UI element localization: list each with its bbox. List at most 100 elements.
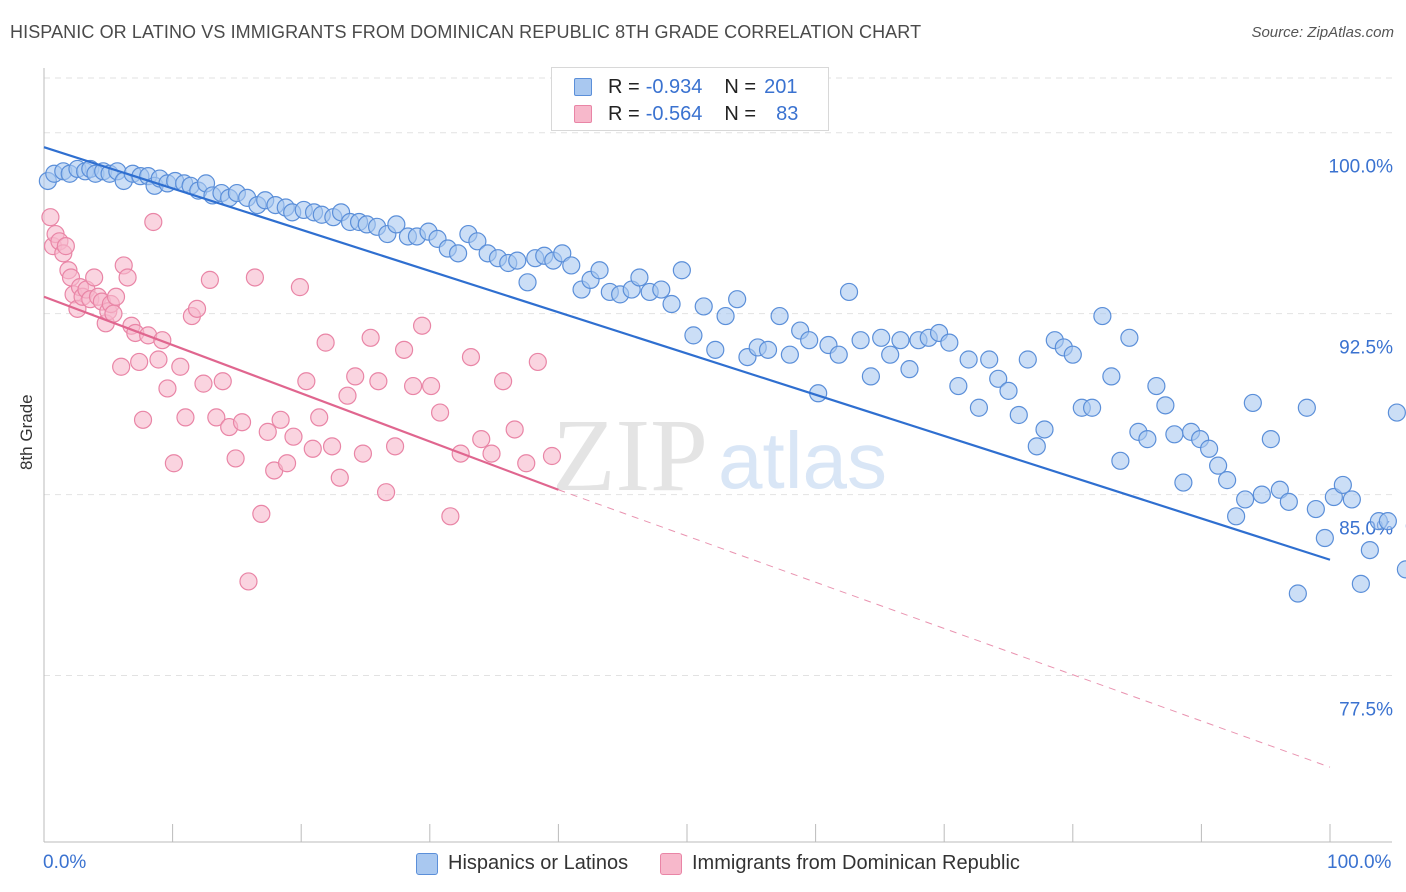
legend-n-label: N =	[724, 75, 757, 98]
immigrants-point	[310, 408, 329, 427]
legend-r-label: R =	[608, 102, 640, 125]
hispanics-point	[553, 244, 572, 263]
immigrants-point	[505, 420, 524, 439]
hispanics-point	[1252, 485, 1271, 504]
hispanics-point	[728, 290, 747, 309]
hispanics-point	[706, 340, 725, 359]
hispanics-point	[980, 350, 999, 369]
hispanics-point	[881, 345, 900, 364]
hispanics-point	[562, 256, 581, 275]
immigrants-point	[421, 376, 441, 396]
bottom-legend-hispanics: Hispanics or Latinos	[416, 852, 628, 875]
hispanics-point	[999, 381, 1018, 400]
immigrants-point	[245, 268, 265, 287]
y-tick-label: 100.0%	[1329, 157, 1394, 178]
watermark-atlas: atlas	[718, 416, 887, 505]
immigrants-point	[232, 413, 252, 432]
hispanics-point	[959, 350, 978, 369]
immigrants-point	[338, 386, 357, 405]
x-tick-label-max: 100.0%	[1327, 852, 1392, 873]
bottom-legend-swatch-pink	[660, 852, 682, 875]
immigrants-point	[41, 208, 60, 227]
immigrants-point	[361, 328, 380, 347]
immigrants-point	[297, 372, 316, 391]
immigrants-point	[303, 439, 322, 458]
watermark-zip: ZIP	[552, 398, 708, 513]
hispanics-point	[1333, 475, 1352, 495]
hispanics-point	[1288, 584, 1307, 603]
immigrants-point	[176, 408, 195, 427]
legend-row-immigrants: R = -0.564 N = 83	[574, 101, 824, 127]
hispanics-point	[1279, 492, 1298, 511]
hispanics-point	[716, 306, 735, 326]
immigrants-point	[542, 446, 562, 466]
immigrants-point	[528, 352, 547, 372]
hispanics-point	[1174, 473, 1193, 492]
hispanics-point	[1342, 490, 1361, 509]
legend-n-value: 83	[776, 102, 799, 125]
hispanics-point	[1063, 345, 1082, 364]
legend-swatch-pink	[574, 105, 592, 123]
immigrants-point	[118, 268, 137, 287]
hispanics-point	[780, 345, 799, 364]
hispanics-point	[1227, 507, 1246, 526]
hispanics-point	[949, 376, 968, 396]
hispanics-point	[1261, 430, 1280, 449]
hispanics-point	[694, 297, 713, 316]
immigrants-point	[158, 379, 177, 398]
hispanics-point	[1396, 560, 1406, 579]
hispanics-point	[770, 306, 789, 326]
immigrants-point	[441, 507, 460, 526]
hispanics-point	[590, 261, 609, 280]
hispanics-point	[1200, 439, 1219, 458]
immigrants-point	[106, 287, 126, 306]
immigrants-point	[517, 454, 536, 473]
hispanics-point	[1082, 398, 1102, 417]
immigrants-point	[346, 367, 365, 386]
hispanics-point	[891, 331, 910, 350]
hispanics-point	[468, 232, 487, 251]
legend-row-hispanics: R = -0.934 N = 201	[574, 74, 824, 100]
hispanics-point	[448, 244, 468, 263]
hispanics-point	[1297, 398, 1316, 417]
immigrants-point	[353, 444, 373, 463]
y-axis-label: 8th Grade	[17, 394, 36, 470]
hispanics-point	[872, 328, 891, 347]
bottom-legend: Hispanics or Latinos Immigrants from Dom…	[0, 852, 1406, 878]
immigrants-point	[226, 449, 245, 468]
immigrants-point	[187, 299, 207, 318]
immigrants-point	[271, 410, 290, 429]
legend-swatch-blue	[574, 78, 592, 96]
trend-lines	[43, 146, 1331, 768]
hispanics-point	[630, 268, 649, 287]
hispanics-point	[1035, 420, 1054, 439]
hispanics-point	[1270, 480, 1289, 499]
immigrants-point	[290, 278, 310, 297]
bottom-legend-swatch-blue	[416, 852, 438, 875]
immigrants-point	[239, 572, 258, 591]
hispanics-point	[1209, 456, 1228, 475]
immigrants-point	[412, 316, 432, 335]
immigrants-point	[284, 427, 303, 446]
immigrants-point	[472, 430, 491, 449]
axes	[43, 68, 1392, 843]
hispanics-point	[829, 345, 848, 364]
hispanics-point	[1387, 403, 1406, 422]
hispanics-point	[861, 367, 880, 386]
x-tick-label-min: 0.0%	[43, 852, 87, 873]
hispanics-point	[1236, 490, 1255, 509]
immigrants-point	[213, 372, 232, 391]
immigrants-point	[322, 437, 342, 456]
hispanics-point	[969, 398, 989, 417]
hispanics-point	[839, 282, 859, 302]
bottom-legend-label: Immigrants from Dominican Republic	[692, 852, 1020, 874]
bottom-legend-label: Hispanics or Latinos	[448, 852, 629, 874]
immigrants-point	[164, 454, 183, 473]
hispanics-point	[662, 294, 681, 314]
hispanics-point	[652, 280, 671, 299]
hispanics-point	[1102, 367, 1121, 386]
immigrants-trend-line	[43, 295, 559, 491]
immigrants-point	[403, 376, 423, 396]
hispanics-point	[1093, 306, 1112, 326]
immigrants-point	[316, 333, 335, 352]
